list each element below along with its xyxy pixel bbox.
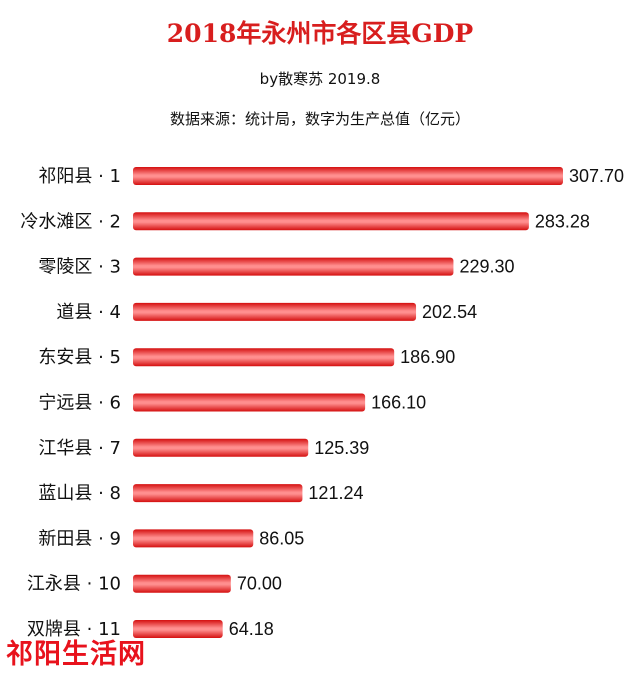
value-label: 229.30: [459, 257, 514, 277]
category-label: 零陵区 · 3: [38, 257, 121, 278]
bar: [133, 484, 303, 503]
category-label: 蓝山县 · 8: [38, 483, 121, 504]
bar: [133, 348, 395, 367]
bar: [133, 574, 231, 593]
value-label: 186.90: [400, 347, 455, 367]
category-label: 道县 · 4: [56, 302, 121, 323]
value-label: 70.00: [237, 574, 282, 594]
value-label: 86.05: [259, 528, 304, 548]
category-label: 新田县 · 9: [38, 528, 121, 549]
bar: [133, 257, 454, 276]
value-label: 307.70: [569, 166, 624, 186]
chart-source-note: 数据来源：统计局，数字为生产总值（亿元）: [169, 110, 470, 128]
bar: [133, 393, 366, 412]
chart-byline: by散寒苏 2019.8: [259, 70, 381, 88]
bar: [133, 620, 223, 638]
bar: [133, 167, 563, 185]
bar: [133, 212, 529, 231]
watermark-logo: 祁阳生活网: [6, 639, 146, 670]
category-label: 江华县 · 7: [38, 438, 121, 459]
value-label: 166.10: [371, 393, 426, 413]
bar: [133, 302, 417, 321]
chart-title: 2018年永州市各区县GDP: [166, 19, 474, 48]
bar: [133, 438, 309, 457]
category-label: 双牌县 · 11: [27, 619, 121, 640]
value-label: 283.28: [535, 211, 590, 231]
category-label: 祁阳县 · 1: [38, 166, 121, 187]
bar: [133, 529, 254, 548]
category-label: 东安县 · 5: [38, 347, 121, 368]
value-label: 125.39: [314, 438, 369, 458]
category-label: 冷水滩区 · 2: [20, 211, 121, 232]
value-label: 64.18: [229, 619, 274, 639]
category-label: 江永县 · 10: [27, 574, 121, 595]
value-label: 121.24: [308, 483, 363, 503]
category-label: 宁远县 · 6: [38, 393, 121, 414]
bar-chart: 祁阳县 · 1 307.70 冷水滩区 · 2 283.28 零陵区 · 3 229.30…: [20, 166, 624, 640]
bars-layer: 祁阳县 · 1 307.70 冷水滩区 · 2 283.28 零陵区 · 3 229.30…: [20, 166, 624, 640]
value-label: 202.54: [422, 302, 477, 322]
